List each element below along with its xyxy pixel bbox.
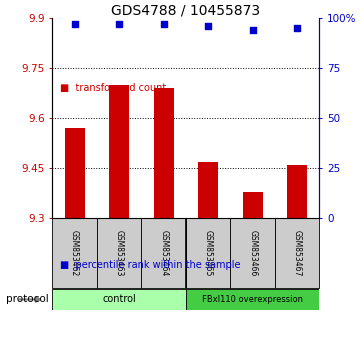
Text: GSM853465: GSM853465	[204, 230, 213, 276]
Bar	[243, 192, 263, 218]
Bar	[109, 85, 129, 218]
Title: GDS4788 / 10455873: GDS4788 / 10455873	[111, 3, 261, 17]
Point	[161, 22, 166, 27]
Bar	[65, 129, 84, 218]
Point	[72, 22, 78, 27]
Bar	[52, 289, 186, 310]
Bar	[198, 162, 218, 218]
Point	[116, 22, 122, 27]
Bar	[154, 88, 174, 218]
Point	[294, 25, 300, 31]
Text: ■  transformed count: ■ transformed count	[60, 84, 166, 93]
Bar	[142, 218, 186, 289]
Bar	[186, 218, 230, 289]
Text: GSM853462: GSM853462	[70, 230, 79, 276]
Bar	[275, 218, 319, 289]
Text: ■  percentile rank within the sample: ■ percentile rank within the sample	[60, 261, 240, 270]
Text: GSM853464: GSM853464	[159, 230, 168, 276]
Text: FBxl110 overexpression: FBxl110 overexpression	[202, 295, 303, 304]
Point	[205, 24, 211, 29]
Text: GSM853467: GSM853467	[293, 230, 302, 276]
Bar	[230, 218, 275, 289]
Text: control: control	[102, 295, 136, 304]
Text: protocol: protocol	[6, 295, 49, 304]
Text: GSM853463: GSM853463	[115, 230, 123, 276]
Bar	[287, 165, 307, 218]
Bar	[97, 218, 142, 289]
Bar	[186, 289, 319, 310]
Point	[250, 28, 256, 33]
Bar	[52, 218, 97, 289]
Text: GSM853466: GSM853466	[248, 230, 257, 276]
